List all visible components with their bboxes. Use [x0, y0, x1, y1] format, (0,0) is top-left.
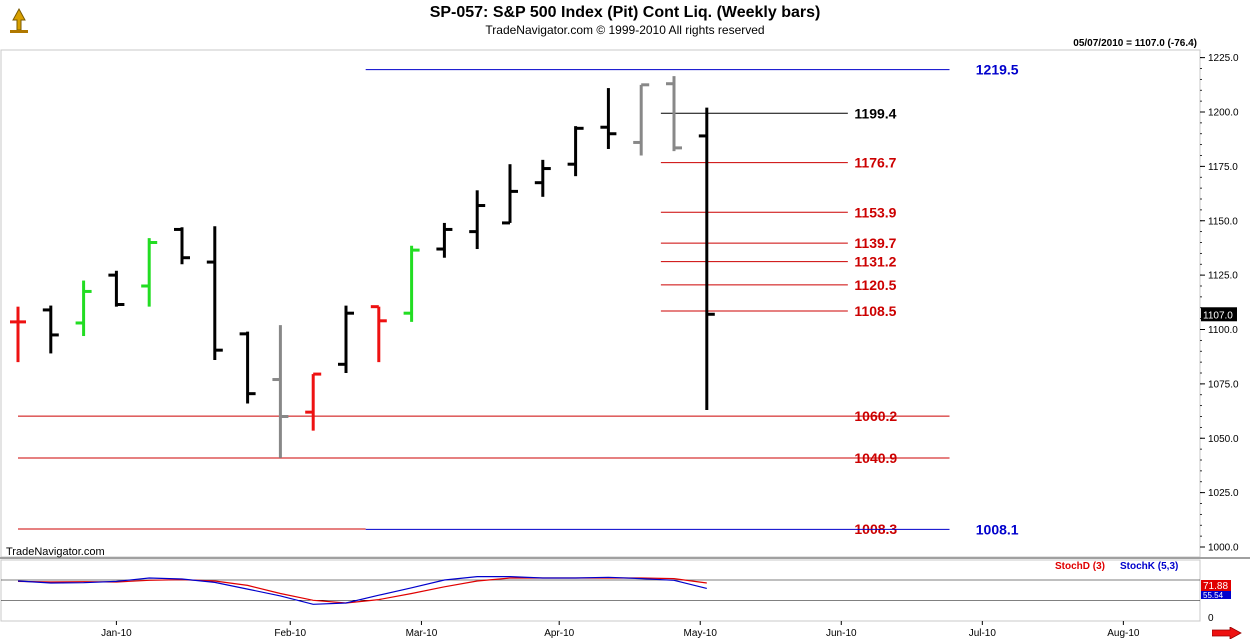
ohlc-bar	[403, 245, 420, 322]
level-label: 1219.5	[976, 62, 1019, 78]
trader-figure-icon	[10, 7, 28, 33]
x-tick-label: Aug-10	[1107, 628, 1140, 639]
ohlc-bar	[141, 238, 158, 307]
x-tick-label: Apr-10	[544, 628, 574, 639]
y-tick-label: 1100.0	[1208, 325, 1238, 336]
ohlc-bar	[42, 305, 59, 354]
y-tick-label: 1050.0	[1208, 434, 1239, 445]
y-tick-label: 1125.0	[1208, 271, 1238, 282]
level-label: 1008.1	[976, 521, 1019, 537]
ohlc-bar	[666, 76, 682, 152]
copyright-subtitle: TradeNavigator.com © 1999-2010 All right…	[485, 23, 765, 37]
y-tick-label: 1150.0	[1208, 216, 1238, 227]
ohlc-bar	[174, 227, 190, 265]
y-tick-label: 1000.0	[1208, 543, 1239, 554]
ohlc-bar	[469, 190, 486, 250]
x-tick-label: Jan-10	[101, 628, 132, 639]
level-label: 1131.2	[854, 254, 896, 270]
ohlc-bar	[370, 305, 387, 363]
level-label: 1139.7	[854, 235, 896, 251]
stoch-d-value: 71.88	[1203, 581, 1228, 592]
x-tick-label: Jun-10	[826, 628, 857, 639]
level-label: 1108.5	[854, 303, 896, 319]
stoch-k-value-box	[1201, 591, 1231, 599]
stoch-k-legend: StochK (5,3)	[1120, 561, 1179, 572]
stoch-d-value-box	[1201, 580, 1231, 591]
ohlc-bar	[272, 325, 289, 458]
ohlc-bar	[502, 164, 518, 225]
ohlc-bar	[338, 305, 354, 373]
y-tick-label: 1025.0	[1208, 488, 1239, 499]
last-price-info: 05/07/2010 = 1107.0 (-76.4)	[1073, 38, 1197, 49]
level-label: 1040.9	[854, 450, 897, 466]
last-price-box	[1201, 307, 1237, 322]
last-price-label: 1107.0	[1203, 310, 1233, 321]
x-tick-label: Jul-10	[969, 628, 997, 639]
ohlc-bar	[75, 280, 92, 337]
ohlc-bar	[108, 270, 125, 307]
stoch-tick-label: 0	[1208, 613, 1214, 624]
x-tick-label: May-10	[684, 628, 718, 639]
stoch-d-legend: StochD (3)	[1055, 561, 1105, 572]
ohlc-bar	[633, 83, 650, 156]
level-label: 1060.2	[854, 408, 897, 424]
y-tick-label: 1075.0	[1208, 379, 1239, 390]
chart-title: SP-057: S&P 500 Index (Pit) Cont Liq. (W…	[429, 4, 821, 21]
level-label: 1199.4	[854, 105, 896, 121]
ohlc-bar	[600, 88, 617, 149]
y-tick-label: 1200.0	[1208, 108, 1239, 119]
level-label: 1176.7	[854, 155, 896, 171]
ohlc-bar	[534, 159, 551, 197]
stoch-panel-frame	[0, 559, 1201, 622]
x-tick-label: Feb-10	[274, 628, 306, 639]
level-label: 1153.9	[854, 204, 896, 220]
ohlc-bar	[698, 107, 715, 410]
watermark: TradeNavigator.com	[6, 546, 105, 558]
red-right-arrow-icon[interactable]	[1212, 627, 1242, 639]
stoch-k-value: 55.54	[1203, 591, 1224, 600]
ohlc-bar	[436, 222, 453, 258]
ohlc-bar	[10, 306, 26, 363]
x-tick-label: Mar-10	[406, 628, 438, 639]
stoch-k-line	[17, 575, 707, 605]
y-tick-label: 1175.0	[1208, 162, 1238, 173]
y-tick-label: 1225.0	[1208, 53, 1239, 64]
level-label: 1120.5	[854, 277, 896, 293]
ohlc-bar	[305, 372, 322, 431]
ohlc-bar	[206, 226, 223, 360]
ohlc-bar	[239, 331, 256, 404]
ohlc-bar	[567, 126, 584, 177]
